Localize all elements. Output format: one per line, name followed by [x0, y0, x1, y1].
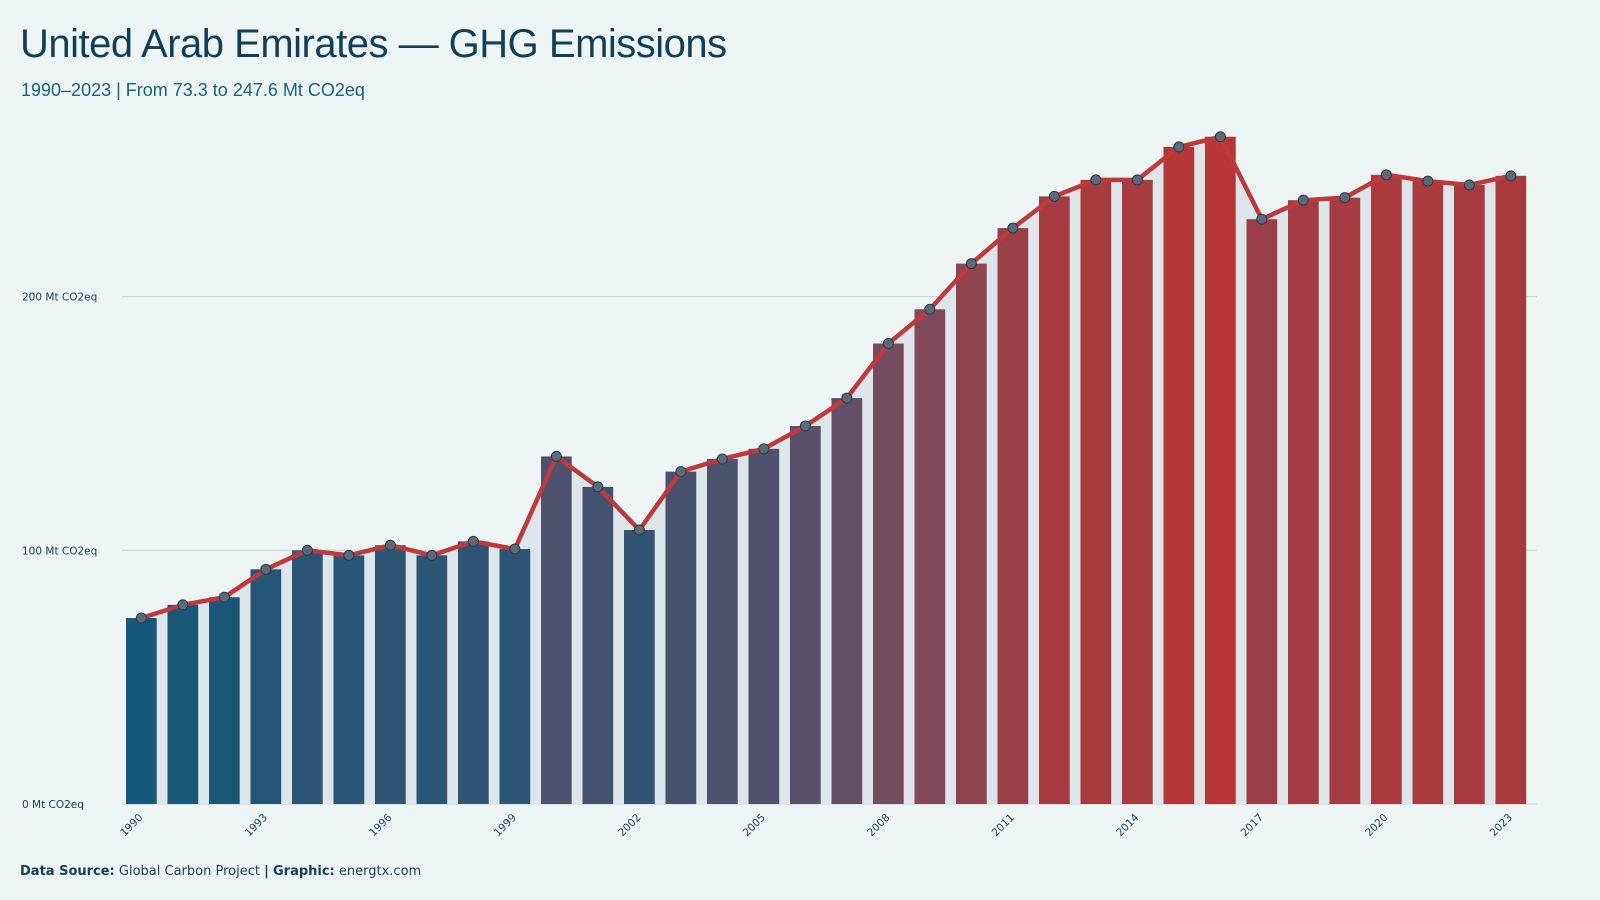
x-tick-label: 2014: [1114, 811, 1142, 839]
trend-line: [140, 134, 1512, 621]
chart-title: United Arab Emirates — GHG Emissions: [20, 22, 727, 66]
point-2008: [882, 338, 894, 350]
point-1991: [177, 599, 189, 611]
point-1996: [384, 539, 396, 551]
x-tick-label: 1999: [492, 812, 519, 839]
chart-subtitle: 1990–2023 | From 73.3 to 247.6 Mt CO2eq: [21, 80, 365, 100]
point-2021: [1422, 175, 1434, 187]
point-2002: [633, 524, 645, 536]
y-axis-labels: 0 Mt CO2eq 100 Mt CO2eq 200 Mt CO2eq: [22, 292, 97, 811]
footer: Data Source: Global Carbon Project | Gra…: [20, 864, 421, 879]
bar-2023: [1495, 175, 1527, 804]
point-2014: [1131, 174, 1143, 186]
x-tick-label: 1993: [243, 812, 270, 839]
y-tick-label: 0 Mt CO2eq: [22, 799, 84, 811]
bar-1998: [458, 541, 489, 804]
point-2004: [716, 453, 728, 465]
footer-graphic-label: Graphic:: [272, 864, 335, 879]
x-axis-labels: 1990 1993 1996 1999 2002 2005 2008 2011 2014 2017…: [118, 811, 1515, 839]
y-tick-label: 200 Mt CO2eq: [22, 292, 97, 304]
bar-2016: [1205, 136, 1236, 804]
bar-2021: [1412, 181, 1444, 804]
x-tick-label: 2008: [865, 812, 892, 839]
point-2020: [1380, 169, 1392, 181]
point-2015: [1173, 141, 1185, 153]
point-2022: [1463, 179, 1475, 191]
bar-1997: [416, 555, 448, 804]
bar-2003: [665, 471, 697, 804]
point-2011: [1007, 222, 1019, 234]
x-tick-label: 2002: [616, 812, 643, 839]
bar-2010: [956, 263, 987, 805]
point-1993: [260, 563, 272, 575]
point-2009: [924, 303, 936, 315]
bar-2008: [873, 343, 904, 804]
footer-source-label: Data Source:: [20, 864, 115, 879]
bar-2009: [914, 309, 946, 804]
bar-2015: [1163, 146, 1195, 804]
bar-2012: [1039, 196, 1070, 804]
bar-1992: [209, 597, 240, 804]
data-points: [135, 131, 1517, 624]
point-2001: [592, 481, 604, 493]
x-tick-label: 2011: [990, 812, 1017, 839]
point-2012: [1048, 190, 1060, 202]
bar-2011: [997, 228, 1029, 804]
point-1995: [343, 549, 355, 561]
point-2003: [675, 466, 687, 478]
bar-2005: [748, 448, 780, 804]
bar-2001: [582, 486, 614, 804]
bar-1999: [499, 549, 531, 804]
point-2017: [1256, 213, 1268, 225]
point-1999: [509, 543, 521, 555]
x-tick-label: 1996: [367, 811, 395, 839]
bar-2004: [707, 458, 738, 804]
point-1990: [135, 612, 147, 624]
point-2013: [1090, 174, 1102, 186]
bar-2002: [624, 530, 655, 804]
point-1994: [301, 544, 313, 556]
x-tick-label: 2020: [1363, 812, 1390, 839]
bar-2006: [790, 425, 821, 804]
y-tick-label: 100 Mt CO2eq: [22, 545, 97, 557]
point-2006: [799, 420, 811, 432]
bar-1994: [292, 550, 323, 804]
point-1992: [218, 591, 230, 603]
point-2016: [1214, 131, 1226, 143]
bar-1990: [126, 618, 157, 804]
point-2018: [1297, 194, 1309, 206]
point-2019: [1339, 192, 1351, 204]
point-2007: [841, 392, 853, 404]
bar-1995: [333, 555, 365, 804]
bar-2022: [1454, 184, 1485, 805]
bar-1993: [250, 569, 282, 804]
point-2010: [965, 258, 977, 270]
bar-1991: [167, 604, 199, 804]
x-tick-label: 1990: [118, 812, 145, 839]
footer-graphic: energtx.com: [338, 864, 422, 879]
point-2023: [1505, 170, 1517, 182]
point-2005: [758, 443, 770, 455]
bar-2020: [1371, 174, 1402, 804]
footer-separator: |: [264, 864, 269, 879]
bar-2017: [1246, 219, 1278, 805]
bar-2013: [1080, 179, 1112, 804]
emissions-line: [140, 134, 1512, 621]
bar-2014: [1122, 179, 1153, 804]
footer-source: Global Carbon Project: [118, 864, 260, 879]
bar-2018: [1288, 200, 1319, 804]
point-2000: [550, 450, 562, 462]
x-tick-label: 2023: [1488, 812, 1515, 839]
x-tick-label: 2005: [741, 812, 768, 839]
point-1998: [467, 535, 479, 547]
bar-2019: [1329, 197, 1361, 805]
bar-1996: [375, 545, 406, 804]
x-tick-label: 2017: [1239, 812, 1266, 839]
bar-2007: [831, 398, 863, 804]
point-1997: [426, 549, 438, 561]
bars: [126, 136, 1527, 805]
bar-2000: [541, 456, 572, 804]
